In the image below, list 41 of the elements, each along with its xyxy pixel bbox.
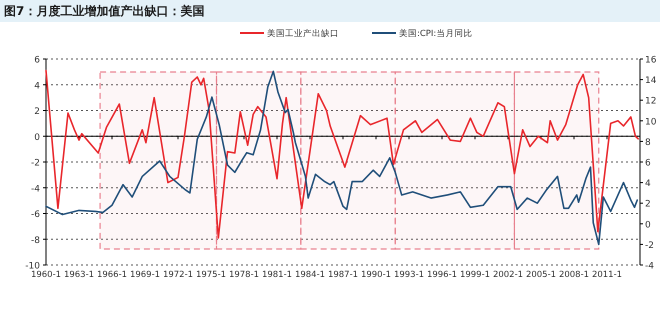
- y2-tick-label: 8: [645, 138, 651, 148]
- x-tick-label: 1960-1: [30, 270, 62, 280]
- x-tick-label: 1993-1: [394, 270, 424, 280]
- y2-tick-label: 2: [645, 200, 651, 210]
- y2-tick-label: 10: [645, 117, 657, 128]
- y-tick-label: 0: [34, 132, 40, 143]
- legend-label: 美国工业产出缺口: [267, 28, 339, 39]
- y-tick-label: 4: [34, 81, 40, 92]
- x-tick-label: 2011-1: [592, 270, 622, 280]
- y2-tick-label: 12: [645, 96, 656, 107]
- y-tick-label: -8: [31, 236, 40, 246]
- x-tick-label: 1999-1: [460, 270, 490, 280]
- x-tick-label: 1975-1: [196, 270, 226, 280]
- legend-label: 美国:CPI:当月同比: [399, 28, 472, 39]
- y-tick-label: -2: [31, 158, 40, 168]
- y2-tick-label: 14: [645, 76, 657, 86]
- y-tick-label: -6: [31, 210, 40, 220]
- y-tick-label: -4: [31, 184, 40, 194]
- y2-tick-label: -4: [645, 262, 654, 272]
- y-tick-label: 2: [34, 107, 40, 117]
- y2-tick-label: 6: [645, 158, 651, 168]
- x-tick-label: 1978-1: [228, 270, 260, 280]
- y2-tick-label: 4: [645, 179, 651, 190]
- x-tick-label: 1990-1: [360, 270, 392, 280]
- x-tick-label: 1996-1: [426, 270, 458, 280]
- x-tick-label: 1966-1: [96, 270, 128, 280]
- y-tick-label: 6: [34, 56, 40, 66]
- x-tick-label: 2005-1: [526, 270, 556, 280]
- y2-tick-label: 0: [645, 220, 651, 230]
- x-tick-label: 1987-1: [328, 270, 358, 280]
- x-tick-label: 2002-1: [492, 270, 524, 280]
- x-tick-label: 1984-1: [294, 270, 326, 280]
- y2-tick-label: 16: [645, 56, 657, 66]
- x-tick-label: 1981-1: [262, 270, 292, 280]
- x-tick-label: 1969-1: [130, 270, 160, 280]
- y-tick-label: -10: [25, 262, 40, 272]
- x-tick-label: 1963-1: [64, 270, 94, 280]
- x-tick-label: 2008-1: [558, 270, 590, 280]
- chart-title: 图7：月度工业增加值产出缺口：美国: [4, 4, 204, 18]
- x-tick-label: 1972-1: [162, 270, 194, 280]
- y2-tick-label: -2: [645, 240, 654, 251]
